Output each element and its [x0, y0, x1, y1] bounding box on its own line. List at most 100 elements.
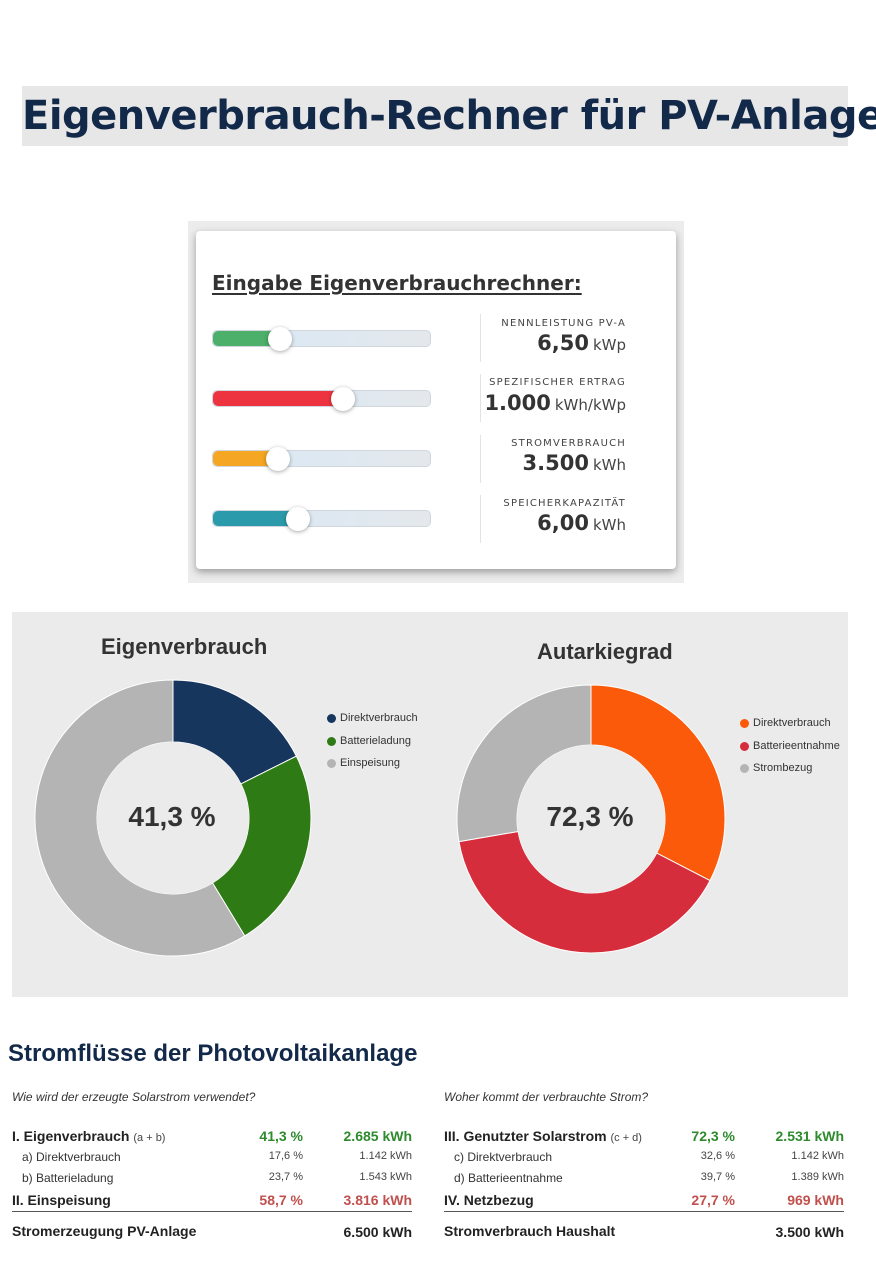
legend-label: Direktverbrauch [753, 717, 831, 729]
flows-title: Stromflüsse der Photovoltaikanlage [8, 1040, 418, 1067]
center-value-eigenverbrauch: 41,3 % [128, 801, 216, 832]
row-percent: 27,7 % [691, 1192, 735, 1208]
slider-fill [213, 451, 279, 466]
table-divider [444, 1211, 844, 1212]
row-percent: 72,3 % [691, 1128, 735, 1144]
slider-nennleistung[interactable] [212, 326, 431, 351]
chart-title-autarkiegrad: Autarkiegrad [537, 639, 673, 664]
value-unit: kWh/kWp [554, 396, 626, 414]
legend-dot-icon [740, 741, 749, 751]
value-label: SPEZIFISCHER ERTRAG [489, 377, 626, 388]
legend-item[interactable]: Batterieentnahme [740, 739, 840, 762]
page-title: Eigenverbrauch-Rechner für PV-Anlagen [22, 93, 876, 139]
total-label: Stromerzeugung PV-Anlage [12, 1223, 197, 1239]
total-value: 6.500 kWh [343, 1224, 412, 1240]
total-label: Stromverbrauch Haushalt [444, 1223, 616, 1239]
chart-title-eigenverbrauch: Eigenverbrauch [101, 634, 268, 659]
row-percent: 17,6 % [268, 1150, 303, 1162]
legend-item[interactable]: Direktverbrauch [327, 711, 418, 734]
value-number: 1.000 [484, 391, 551, 415]
total-value: 3.500 kWh [775, 1224, 844, 1240]
value-number: 3.500 [522, 451, 589, 475]
flow-row-batterieentnahme: d) Batterieentnahme [454, 1171, 563, 1185]
flow-row-eigenverbrauch: I. Eigenverbrauch (a + b) [12, 1128, 165, 1144]
legend-label: Einspeisung [340, 757, 400, 769]
value-label: NENNLEISTUNG PV-A [501, 318, 626, 329]
flow-row-genutzter-solarstrom: III. Genutzter Solarstrom (c + d) [444, 1128, 642, 1144]
input-card-title: Eingabe Eigenverbrauchrechner: [212, 271, 582, 295]
legend-dot-icon [740, 764, 749, 773]
legend-label: Batterieentnahme [753, 739, 840, 752]
legend-dot-icon [327, 714, 336, 723]
row-kwh: 1.142 kWh [359, 1150, 412, 1162]
table-divider [12, 1211, 412, 1212]
slider-fill [213, 511, 298, 526]
value-unit: kWp [592, 336, 626, 354]
row-abbr: (c + d) [610, 1132, 642, 1144]
value-unit: kWh [592, 516, 626, 534]
legend-dot-icon [327, 759, 336, 768]
legend-item[interactable]: Strombezug [740, 761, 840, 784]
center-value-autarkiegrad: 72,3 % [546, 801, 634, 832]
row-percent: 58,7 % [259, 1192, 303, 1208]
row-percent: 23,7 % [268, 1171, 303, 1183]
row-kwh: 2.685 kWh [343, 1128, 412, 1144]
row-percent: 39,7 % [700, 1171, 735, 1183]
slider-stromverbrauch[interactable] [212, 446, 431, 471]
value-display: 6,50 kWp [537, 331, 626, 355]
flows-left-question: Wie wird der erzeugte Solarstrom verwend… [12, 1090, 256, 1104]
legend-autarkiegrad: Direktverbrauch Batterieentnahme Strombezu… [740, 716, 840, 784]
row-kwh: 969 kWh [787, 1192, 844, 1208]
slider-spezifischer-ertrag[interactable] [212, 386, 431, 411]
row-kwh: 3.816 kWh [343, 1192, 412, 1208]
donut-hole [97, 742, 249, 894]
value-divider [480, 374, 481, 422]
slider-thumb[interactable] [266, 446, 291, 471]
value-divider [480, 495, 481, 543]
value-unit: kWh [592, 456, 626, 474]
legend-eigenverbrauch: Direktverbrauch Batterieladung Einspeisung [327, 711, 418, 779]
row-label: III. Genutzter Solarstrom [444, 1128, 607, 1144]
row-abbr: (a + b) [133, 1132, 166, 1144]
flow-row-direktverbrauch: c) Direktverbrauch [454, 1150, 553, 1164]
row-percent: 32,6 % [700, 1150, 735, 1162]
row-kwh: 2.531 kWh [775, 1128, 844, 1144]
slider-speicherkapazitaet[interactable] [212, 506, 431, 531]
row-label: I. Eigenverbrauch [12, 1128, 130, 1144]
donut-chart-autarkiegrad [456, 684, 726, 954]
slider-fill [213, 331, 281, 346]
value-label: SPEICHERKAPAZITÄT [503, 498, 626, 509]
row-kwh: 1.543 kWh [359, 1171, 412, 1183]
donut-chart-eigenverbrauch [34, 679, 312, 957]
row-kwh: 1.389 kWh [791, 1171, 844, 1183]
legend-item[interactable]: Direktverbrauch [740, 716, 840, 739]
value-display: 3.500 kWh [523, 451, 626, 475]
input-card: Eingabe Eigenverbrauchrechner: NENNLEIST… [196, 231, 676, 569]
donut-hole [517, 745, 665, 893]
flows-right-question: Woher kommt der verbrauchte Strom? [444, 1090, 649, 1104]
value-label: STROMVERBRAUCH [511, 438, 626, 449]
legend-label: Batterieladung [340, 734, 411, 747]
legend-dot-icon [740, 719, 749, 728]
legend-item[interactable]: Batterieladung [327, 734, 418, 757]
slider-thumb[interactable] [285, 506, 310, 531]
slider-thumb[interactable] [268, 326, 293, 351]
legend-label: Direktverbrauch [340, 712, 418, 724]
legend-item[interactable]: Einspeisung [327, 756, 418, 779]
row-kwh: 1.142 kWh [791, 1150, 844, 1162]
row-percent: 41,3 % [259, 1128, 303, 1144]
flow-row-batterieladung: b) Batterieladung [22, 1171, 114, 1185]
value-number: 6,50 [537, 331, 589, 355]
slider-thumb[interactable] [331, 386, 356, 411]
page-title-banner: Eigenverbrauch-Rechner für PV-Anlagen [22, 86, 876, 146]
value-display: 6,00 kWh [537, 511, 626, 535]
legend-label: Strombezug [753, 762, 813, 774]
value-number: 6,00 [537, 511, 589, 535]
value-divider [480, 435, 481, 483]
value-display: 1.000 kWh/kWp [484, 391, 626, 415]
flow-row-netzbezug: IV. Netzbezug [444, 1192, 534, 1208]
value-divider [480, 314, 481, 362]
legend-dot-icon [327, 736, 336, 746]
slider-fill [213, 391, 344, 406]
flow-row-direktverbrauch: a) Direktverbrauch [22, 1150, 121, 1164]
